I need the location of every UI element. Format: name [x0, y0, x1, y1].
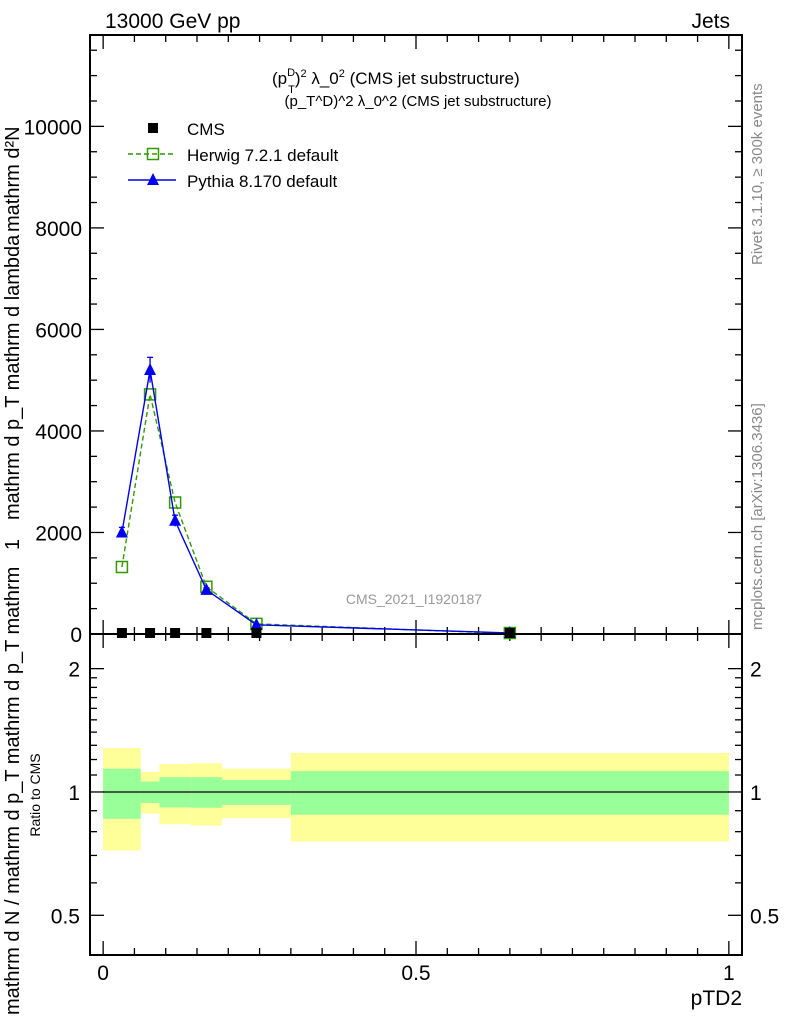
- data-point-pythia: [144, 363, 157, 376]
- y-tick-label: 4000: [35, 421, 82, 444]
- ratio-y-tick-label-right: 2: [750, 659, 762, 682]
- stat-uncertainty-band: [103, 768, 141, 819]
- mcplots-label: mcplots.cern.ch [arXiv:1306.3436]: [749, 403, 766, 630]
- series-line-2: [121, 369, 510, 634]
- x-tick-label: 0.5: [401, 962, 430, 985]
- legend-label: CMS: [187, 120, 225, 139]
- rivet-label: Rivet 3.1.10, ≥ 300k events: [749, 83, 766, 265]
- analysis-watermark: CMS_2021_I1920187: [346, 591, 482, 607]
- legend-marker: [147, 173, 159, 185]
- legend-label: Pythia 8.170 default: [187, 172, 338, 191]
- y-tick-label: 2000: [35, 522, 82, 545]
- stat-uncertainty-band: [290, 771, 729, 815]
- legend: CMS Herwig 7.2.1 default Pythia 8.170 defa…: [128, 120, 338, 191]
- plot-title: (pD T)2 λ_02 (CMS jet substructure): [272, 67, 520, 96]
- ylabel-den2: mathrm d p_T mathrm d lambda: [2, 234, 24, 520]
- data-point-pythia: [169, 513, 182, 526]
- y-tick-label: 8000: [35, 218, 82, 241]
- ratio-y-tick-label: 0.5: [51, 905, 80, 928]
- ylabel-one: 1: [2, 539, 24, 550]
- legend-marker: [148, 123, 158, 133]
- data-point-pythia: [200, 582, 213, 595]
- data-point-herwig: [168, 496, 182, 509]
- ratio-y-tick-label-right: 1: [750, 782, 762, 805]
- ratio-y-tick-label: 1: [68, 782, 80, 805]
- x-axis-label: pTD2: [691, 987, 742, 1010]
- x-tick-label: 0: [97, 962, 109, 985]
- legend-marker: [146, 147, 160, 161]
- series-line-1: [121, 394, 510, 635]
- ratio-panel: 0 0.5 1 0.5 0.5 1 1 2 2: [51, 633, 779, 985]
- ratio-ylabel: Ratio to CMS: [27, 753, 43, 836]
- legend-label: Herwig 7.2.1 default: [187, 146, 338, 165]
- y-tick-label: 6000: [35, 319, 82, 342]
- main-ylabel: mathrm d²N mathrm d p_T mathrm d lambda …: [2, 126, 24, 1015]
- y-tick-label: 0: [70, 624, 82, 647]
- data-point-pythia: [250, 617, 263, 630]
- x-tick-label: 1: [723, 962, 735, 985]
- header-right: Jets: [691, 10, 730, 33]
- header-left: 13000 GeV pp: [105, 10, 240, 33]
- ylabel-num2: mathrm d²N: [2, 126, 24, 232]
- plot-title-plain: (p_T^D)^2 λ_0^2 (CMS jet substructure): [284, 93, 551, 110]
- ylabel-den1: mathrm d N / mathrm d p_T mathrm d p_T m…: [2, 567, 24, 1015]
- ratio-y-tick-label-right: 0.5: [750, 905, 779, 928]
- y-tick-label: 10000: [24, 116, 82, 139]
- ratio-y-tick-label: 2: [68, 659, 80, 682]
- ratio-frame: [89, 633, 743, 956]
- data-point-pythia: [115, 525, 128, 538]
- data-point-herwig: [143, 388, 157, 401]
- data-point-herwig: [115, 560, 129, 574]
